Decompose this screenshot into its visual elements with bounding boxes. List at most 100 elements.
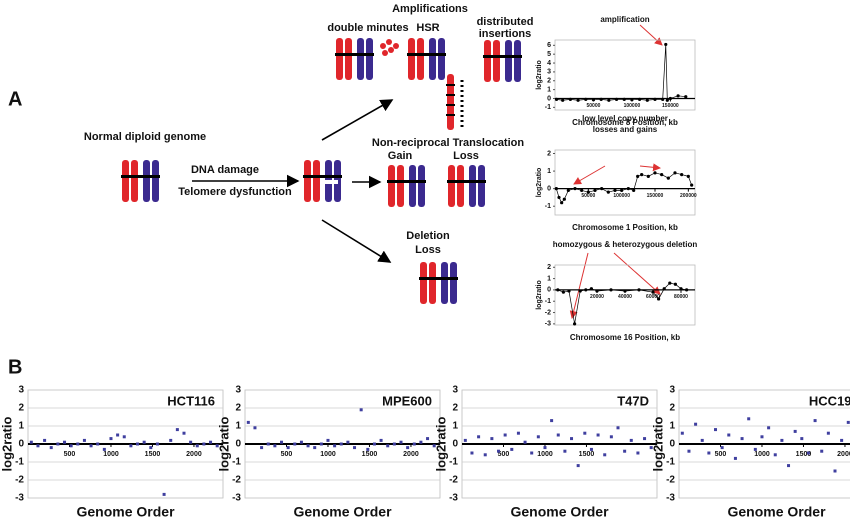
chromosomes xyxy=(387,165,426,207)
point xyxy=(561,290,566,294)
y-tick-label: 1 xyxy=(235,421,241,432)
x-tick-label: 100000 xyxy=(613,193,630,199)
x-axis-label: Genome Order xyxy=(76,504,175,520)
double-minutes xyxy=(380,39,399,56)
plot-frame xyxy=(554,149,696,216)
point xyxy=(563,449,567,453)
chromosomes xyxy=(483,40,522,82)
annotation-arrow xyxy=(639,163,661,172)
point xyxy=(645,98,649,102)
point xyxy=(556,288,560,292)
point xyxy=(820,449,824,453)
point xyxy=(583,431,587,435)
y-tick-label: 2 xyxy=(547,264,551,271)
y-tick-label: 1 xyxy=(547,86,551,93)
point xyxy=(687,449,691,453)
point xyxy=(333,444,337,448)
point xyxy=(299,440,303,444)
annotation: losses and gains xyxy=(593,125,658,134)
y-tick-label: -2 xyxy=(449,475,458,486)
point xyxy=(623,289,627,293)
y-tick-label: -1 xyxy=(545,203,551,210)
point xyxy=(562,197,566,201)
point xyxy=(510,447,514,451)
y-tick-label: -2 xyxy=(232,475,241,486)
point xyxy=(477,435,481,439)
y-tick-label: 3 xyxy=(18,385,24,396)
annotation-arrow xyxy=(639,24,663,46)
point xyxy=(550,419,554,423)
x-tick-label: 500 xyxy=(715,451,727,458)
y-tick-label: 6 xyxy=(547,42,551,49)
point xyxy=(56,442,60,446)
point xyxy=(613,188,617,193)
point xyxy=(209,440,213,444)
point xyxy=(660,172,664,177)
point xyxy=(49,446,53,450)
point xyxy=(155,442,159,446)
chromosomes xyxy=(407,38,446,80)
x-tick-label: 500 xyxy=(281,451,293,458)
point xyxy=(668,96,672,101)
point xyxy=(142,440,146,444)
point xyxy=(800,437,804,441)
label: Normal diploid genome xyxy=(84,131,206,143)
point xyxy=(733,456,737,460)
y-tick-label: 0 xyxy=(235,439,241,450)
x-tick-label: 1000 xyxy=(754,451,770,458)
point xyxy=(694,422,698,426)
y-tick-label: -2 xyxy=(15,475,24,486)
point xyxy=(566,188,570,193)
point xyxy=(426,437,430,441)
point xyxy=(846,420,850,424)
point xyxy=(570,437,574,441)
arrow xyxy=(321,219,392,263)
point xyxy=(69,444,73,448)
point xyxy=(666,176,670,180)
y-tick-label: -1 xyxy=(666,457,675,468)
x-tick-label: 1000 xyxy=(103,451,119,458)
point xyxy=(638,97,642,101)
point xyxy=(556,433,560,437)
point xyxy=(665,98,669,102)
y-axis-label: log2ratio xyxy=(433,416,448,471)
point xyxy=(280,440,284,444)
label: double minutes xyxy=(327,22,408,34)
point xyxy=(286,446,290,450)
point xyxy=(432,444,436,448)
point xyxy=(253,426,257,430)
point xyxy=(576,98,580,102)
x-axis-label: Chromosome 16 Position, kb xyxy=(570,333,680,342)
series-line xyxy=(556,44,686,101)
point xyxy=(720,446,724,450)
point xyxy=(661,97,665,101)
panel-label: B xyxy=(8,356,22,378)
point xyxy=(497,449,501,453)
y-tick-label: 3 xyxy=(452,385,458,396)
point xyxy=(359,408,363,412)
point xyxy=(747,417,751,421)
point xyxy=(313,446,317,450)
point xyxy=(536,435,540,439)
point xyxy=(557,195,561,200)
x-tick-label: 100000 xyxy=(624,103,641,109)
point xyxy=(649,446,653,450)
point xyxy=(727,433,731,437)
label: Gain xyxy=(388,150,413,162)
y-tick-label: 1 xyxy=(669,421,675,432)
point xyxy=(573,322,577,326)
annotation-arrow xyxy=(573,165,606,185)
point xyxy=(787,464,791,468)
point xyxy=(840,438,844,442)
point xyxy=(366,447,370,451)
label: insertions xyxy=(479,28,532,40)
y-tick-label: -1 xyxy=(545,298,551,305)
point xyxy=(607,98,611,102)
point xyxy=(573,187,577,191)
point xyxy=(630,98,634,102)
point xyxy=(657,297,661,301)
x-tick-label: 20000 xyxy=(590,294,604,300)
point xyxy=(603,453,607,457)
point xyxy=(606,190,610,194)
